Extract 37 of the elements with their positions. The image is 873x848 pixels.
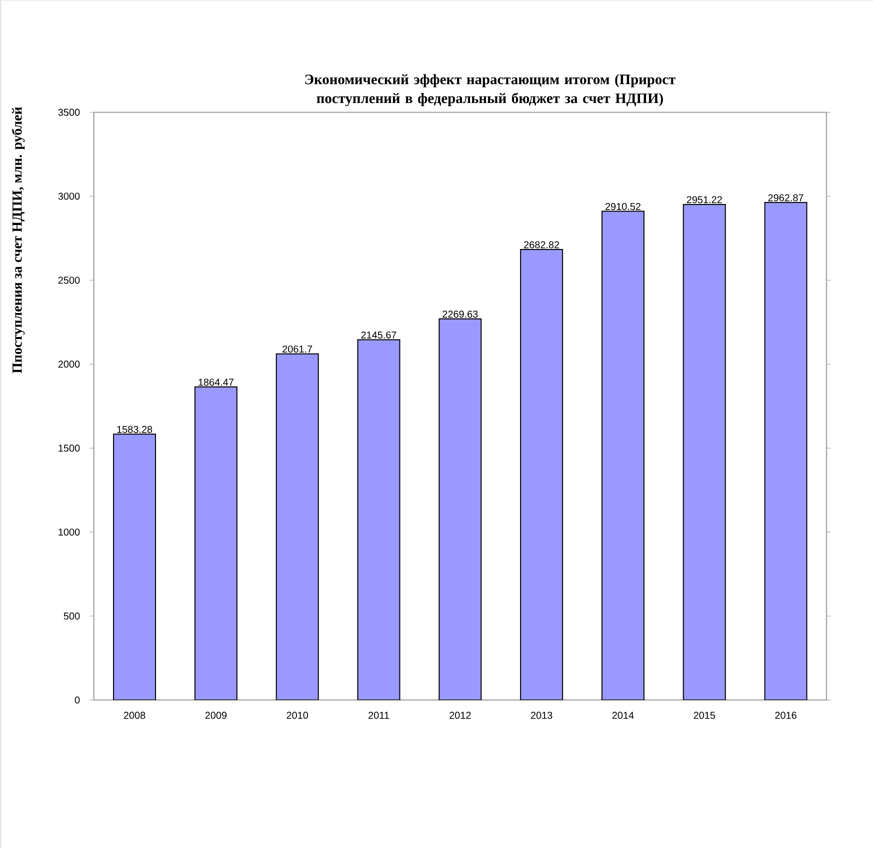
bar bbox=[682, 204, 726, 700]
x-tick-label: 2015 bbox=[694, 712, 716, 719]
chart-title: Экономический эффект нарастающим итогом (Прирост поступлений в федеральный бюджет за счет НДПИ) bbox=[305, 74, 676, 106]
bar bbox=[438, 318, 482, 700]
data-label: 2269.63 bbox=[442, 310, 478, 318]
x-tick-label: 2014 bbox=[612, 712, 634, 719]
x-tick-label: 2012 bbox=[450, 712, 471, 719]
bar bbox=[764, 202, 808, 700]
x-tick-label: 2009 bbox=[205, 712, 227, 719]
bar bbox=[357, 339, 400, 700]
y-tick-label: 3500 bbox=[58, 108, 80, 116]
y-tick-label: 2000 bbox=[58, 360, 80, 368]
y-tick-label: 3000 bbox=[58, 192, 80, 200]
data-label: 2061.7 bbox=[282, 346, 312, 353]
y-tick-label: 2500 bbox=[58, 276, 80, 284]
y-axis-title: Ппоступления за счет НДПИ, млн. рублей bbox=[12, 107, 25, 374]
x-tick-label: 2008 bbox=[124, 712, 146, 719]
y-tick-label: 1000 bbox=[58, 528, 80, 536]
x-tick-label: 2011 bbox=[368, 712, 389, 719]
data-label: 1583.28 bbox=[117, 426, 152, 433]
y-tick-label: 0 bbox=[74, 696, 80, 704]
data-label: 2682.82 bbox=[524, 241, 560, 248]
x-tick-label: 2013 bbox=[530, 712, 552, 719]
x-tick-label: 2010 bbox=[286, 712, 308, 719]
data-label: 2910.52 bbox=[605, 203, 640, 210]
bar bbox=[276, 353, 319, 700]
data-label: 2951.22 bbox=[686, 196, 722, 204]
x-tick-label: 2016 bbox=[775, 712, 796, 719]
data-label: 1864.47 bbox=[198, 378, 234, 386]
bar bbox=[601, 210, 644, 700]
y-tick-label: 1500 bbox=[58, 444, 80, 452]
bar bbox=[194, 386, 238, 700]
data-label: 2145.67 bbox=[361, 331, 396, 339]
data-label: 2962.87 bbox=[768, 194, 804, 202]
y-tick-label: 500 bbox=[64, 612, 80, 620]
bar bbox=[520, 249, 564, 700]
bar bbox=[113, 434, 156, 700]
